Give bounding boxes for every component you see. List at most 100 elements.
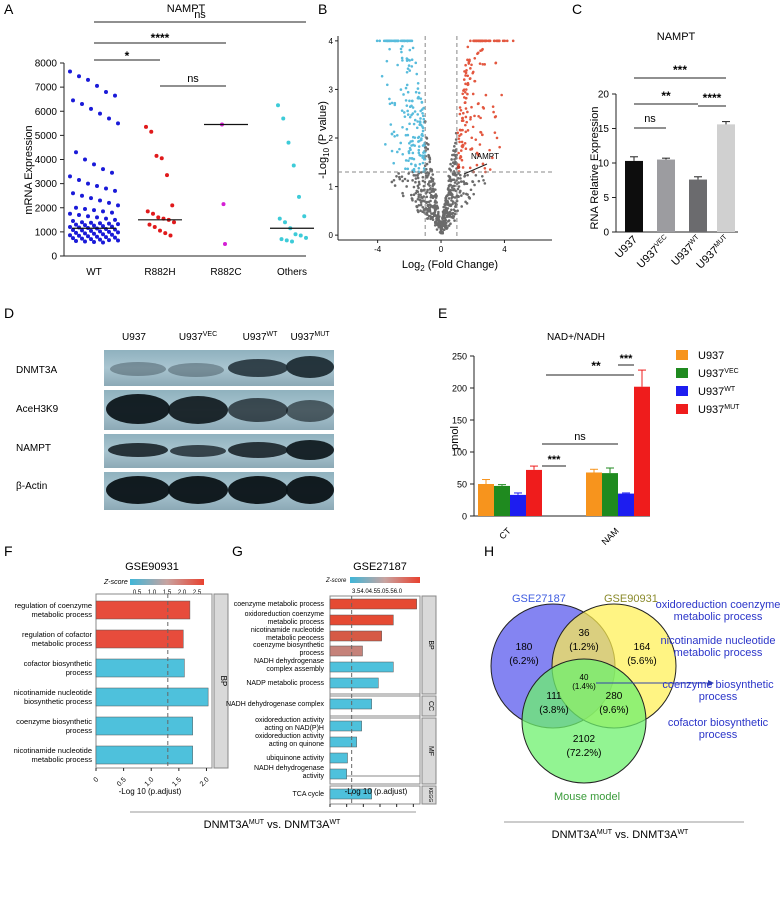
- panel-a-point: [168, 233, 173, 238]
- panel-b-point: [422, 184, 426, 188]
- panel-g-strip-label: CC: [427, 701, 434, 711]
- panel-b-xticks: -4 0 4: [374, 240, 507, 254]
- panel-a-point: [291, 163, 296, 168]
- panel-b-point: [448, 211, 452, 215]
- panel-b-point: [477, 114, 480, 118]
- panel-g-term: NADH dehydrogenase complex: [226, 701, 325, 708]
- blot-bands-nampt: [108, 440, 334, 460]
- panel-a-point: [286, 140, 291, 145]
- panel-b-point: [411, 198, 414, 202]
- panel-b-point: [417, 195, 421, 199]
- panel-b-point: [457, 181, 461, 184]
- panel-b-point: [431, 187, 435, 191]
- panel-b-point: [421, 161, 425, 165]
- panel-b-point: [415, 126, 419, 130]
- panel-a-point: [170, 203, 175, 208]
- panel-b-point: [481, 162, 485, 166]
- panel-a-ytick-label: 1000: [35, 227, 58, 238]
- panel-a-point: [80, 193, 84, 198]
- panel-b-point: [414, 90, 418, 94]
- panel-b-point: [420, 100, 424, 104]
- panel-b-point: [458, 112, 462, 116]
- panel-b-point: [421, 199, 425, 202]
- panel-b-point: [419, 201, 423, 204]
- panel-b-point: [451, 216, 455, 220]
- panel-b-point: [448, 213, 451, 217]
- panel-f-xlabel: -Log 10 (p.adjust): [119, 787, 182, 796]
- panel-a-point: [147, 222, 152, 227]
- panel-b-point: [505, 39, 509, 43]
- panel-a-point: [68, 225, 72, 230]
- panel-c-ytick-label: 5: [603, 193, 609, 204]
- panel-b-point: [456, 177, 460, 180]
- panel-g-bar: [329, 661, 394, 673]
- panel-b-points: [375, 39, 515, 235]
- panel-b-ytick-label: 2: [329, 134, 334, 143]
- panel-b-point: [480, 48, 484, 52]
- panel-a-point: [68, 233, 72, 238]
- panel-b-point: [457, 172, 460, 175]
- panel-b-point: [411, 106, 415, 109]
- panel-b-point: [484, 39, 487, 43]
- panel-letter-a: A: [4, 1, 14, 17]
- panel-b-point: [382, 39, 386, 43]
- panel-b-point: [463, 101, 467, 104]
- panel-e-group-label: CT: [497, 525, 513, 541]
- panel-b-point: [412, 173, 416, 177]
- panel-b-point: [466, 110, 469, 114]
- panel-e-bar: [586, 472, 602, 516]
- panel-b-point: [463, 182, 466, 186]
- panel-b-point: [476, 102, 480, 106]
- panel-b-point: [427, 154, 431, 158]
- panel-b-point: [445, 208, 448, 212]
- panel-g-term: ubiquinone activity: [266, 755, 324, 762]
- panel-b-point: [411, 139, 414, 143]
- panel-b-point: [437, 210, 440, 214]
- panel-b-point: [416, 81, 420, 85]
- panel-b-point: [447, 188, 451, 192]
- panel-b-point: [466, 193, 469, 196]
- panel-b-point: [412, 122, 416, 126]
- panel-b-point: [476, 51, 480, 55]
- panel-b-point: [414, 61, 418, 65]
- blot-header-mut: U937MUT: [290, 331, 330, 343]
- panel-e-group-label: NAM: [600, 526, 621, 547]
- panel-b-point: [457, 151, 460, 155]
- panel-b-point: [494, 61, 498, 65]
- panel-b-point: [432, 183, 436, 186]
- panel-c-yticks: 0 5 10 15 20: [598, 90, 616, 239]
- panel-b-point: [447, 174, 450, 178]
- panel-b-point: [464, 96, 468, 100]
- panel-b-point: [464, 74, 467, 77]
- panel-a-point: [110, 210, 114, 215]
- panel-b-point: [417, 151, 421, 155]
- panel-b-point: [432, 195, 436, 198]
- panel-b-point: [483, 166, 487, 170]
- panel-b-point: [402, 111, 406, 114]
- panel-b-point: [393, 134, 396, 138]
- venn-region-count: 280: [606, 691, 623, 702]
- panel-b-point: [461, 92, 465, 96]
- panel-b-point: [464, 123, 467, 127]
- panel-b-point: [431, 218, 435, 222]
- panel-b-point: [451, 172, 455, 176]
- panel-a-point: [89, 106, 93, 111]
- panel-b-point: [480, 174, 484, 178]
- panel-b-point: [401, 59, 404, 62]
- panel-b-point: [408, 146, 412, 150]
- panel-b-point: [429, 167, 432, 171]
- panel-b-point: [475, 39, 479, 43]
- panel-f-bar: [95, 687, 209, 707]
- panel-b-point: [416, 197, 420, 201]
- sig-e-ns: ns: [574, 431, 586, 443]
- sig-e-top: **: [591, 359, 601, 373]
- panel-g-title: GSE27187: [353, 561, 407, 573]
- panel-b-point: [453, 181, 457, 184]
- panel-b-point: [464, 107, 468, 110]
- panel-a-point: [279, 237, 284, 242]
- panel-a-point: [80, 228, 84, 233]
- panel-b-point: [408, 122, 411, 126]
- panel-a-point: [101, 232, 105, 237]
- panel-g-strip: [421, 695, 437, 717]
